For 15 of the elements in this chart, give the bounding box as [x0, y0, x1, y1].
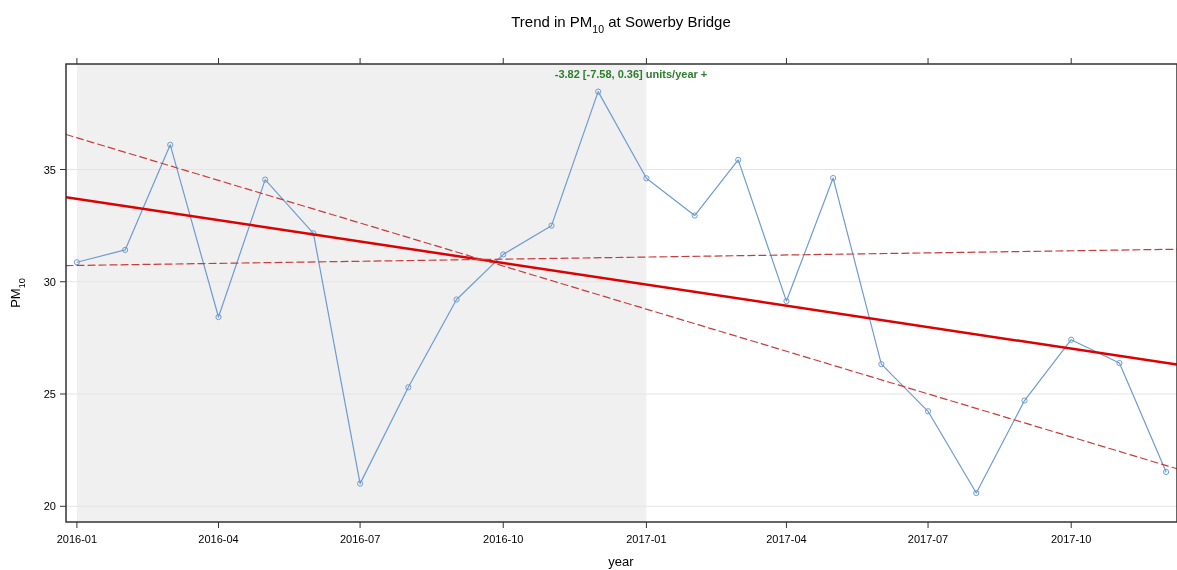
x-tick-label: 2016-07 [339, 533, 381, 545]
y-tick-label: 20 [43, 500, 56, 513]
y-tick-label: 35 [43, 163, 56, 176]
x-tick-label: 2017-04 [766, 533, 807, 545]
y-tick-label: 30 [43, 275, 56, 288]
x-axis-title: year [608, 554, 635, 569]
x-tick-label: 2017-07 [907, 533, 949, 545]
x-tick-label: 2016-01 [56, 533, 98, 545]
x-tick-label: 2017-10 [1051, 533, 1092, 545]
chart-title: Trend in PM$_{10}$ at Sowerby Bridge [511, 13, 731, 35]
y-tick-label: 25 [43, 388, 56, 401]
x-tick-label: 2017-01 [626, 533, 667, 545]
x-tick-label: 2016-04 [198, 533, 239, 545]
x-tick-label: 2016-10 [483, 533, 524, 545]
annotation: -3.82 [-7.58, 0.36] units/year + [554, 68, 708, 80]
